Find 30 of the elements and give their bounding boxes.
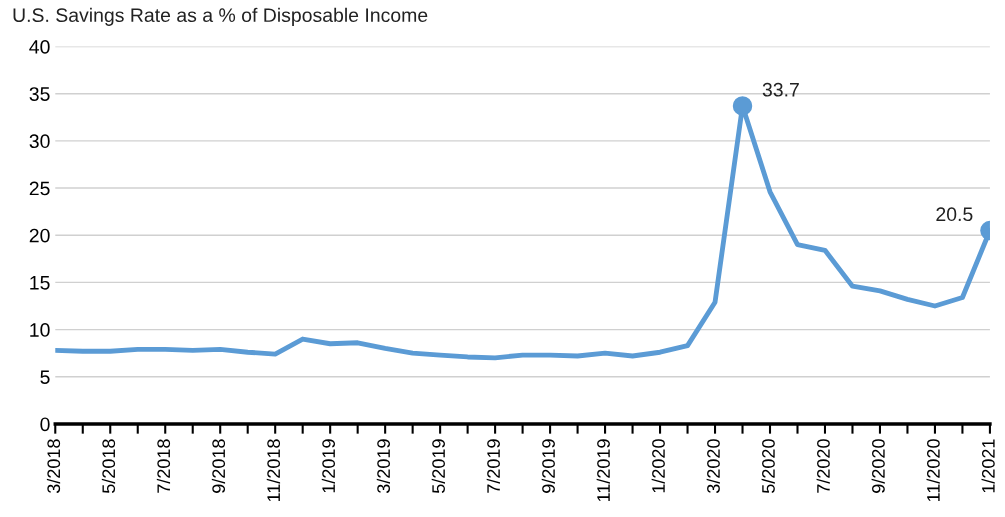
x-tick-label: 1/2020 — [651, 439, 665, 493]
x-tick-label: 1/2019 — [321, 439, 336, 493]
x-tick-label: 5/2020 — [761, 439, 775, 494]
x-tick-label: 5/2018 — [101, 439, 116, 494]
x-tick-label: 11/2020 — [926, 439, 940, 502]
y-tick-label: 30 — [29, 134, 50, 149]
x-tick-label: 1/2021 — [981, 439, 995, 493]
y-tick-label: 40 — [29, 40, 50, 54]
x-tick-label: 11/2018 — [266, 439, 281, 502]
x-tick-label: 3/2020 — [706, 439, 720, 494]
x-tick-label: 3/2018 — [46, 439, 61, 494]
x-tick-label: 7/2019 — [486, 439, 500, 493]
y-tick-label: 20 — [29, 228, 50, 243]
x-tick-label: 5/2019 — [431, 439, 445, 494]
x-tick-label: 7/2020 — [816, 439, 830, 493]
x-tick-label: 9/2018 — [211, 439, 226, 493]
y-tick-label: 0 — [40, 417, 50, 432]
y-tick-label: 15 — [30, 276, 50, 290]
x-tick-label: 3/2019 — [376, 439, 390, 494]
x-tick-label: 9/2019 — [541, 439, 555, 493]
x-tick-label: 11/2019 — [596, 439, 610, 502]
x-tick-label: 9/2020 — [871, 439, 885, 493]
y-tick-label: 5 — [40, 370, 50, 384]
data-label: 33.7 — [762, 82, 799, 97]
y-tick-label: 35 — [29, 87, 50, 101]
chart-title: U.S. Savings Rate as a % of Disposable Income — [13, 7, 428, 26]
x-tick-label: 7/2018 — [156, 439, 171, 493]
y-tick-label: 25 — [29, 181, 50, 196]
y-tick-label: 10 — [30, 323, 50, 337]
data-label: 20.5 — [936, 207, 973, 222]
